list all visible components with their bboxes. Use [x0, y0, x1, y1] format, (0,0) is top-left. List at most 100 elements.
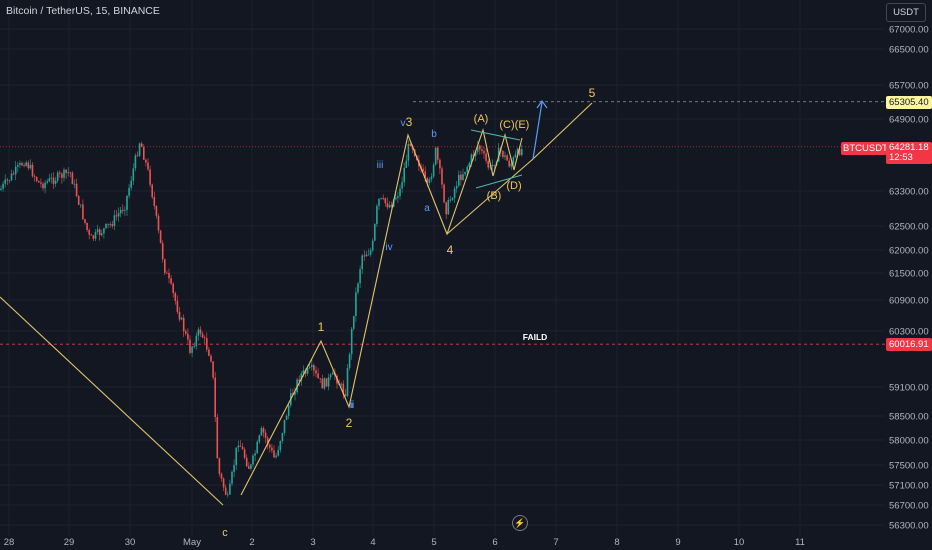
candle-body: [27, 162, 30, 169]
candle-body: [166, 272, 168, 274]
flash-icon[interactable]: ⚡: [512, 515, 528, 531]
candle-body: [241, 446, 244, 450]
candle-body: [273, 450, 275, 458]
time-tick-label: 8: [614, 537, 619, 548]
candle-body: [407, 143, 410, 161]
sub-label-a: a: [424, 203, 430, 214]
symbol-tag: BTCUSDT: [841, 142, 888, 155]
candle-body: [275, 455, 277, 458]
candle-body: [180, 317, 183, 320]
candle-body: [424, 171, 426, 178]
candle-body: [185, 331, 187, 334]
candle-body: [73, 183, 76, 185]
wave-label-c: c: [222, 527, 228, 539]
candle-body: [203, 337, 206, 339]
candle-body: [365, 254, 368, 257]
candle-body: [54, 180, 57, 184]
candle-body: [361, 255, 363, 270]
candle-body: [409, 143, 412, 147]
candle-body: [441, 168, 443, 185]
candle-body: [350, 328, 353, 355]
candle-body: [434, 147, 437, 165]
candle-body: [69, 172, 72, 174]
candle-body: [449, 199, 452, 201]
candle-body: [31, 164, 34, 177]
candle-body: [2, 183, 4, 189]
candle-body: [134, 155, 137, 169]
time-tick-label: 4: [370, 537, 375, 548]
candle-body: [90, 234, 93, 236]
candle-body: [92, 235, 95, 239]
candle-body: [84, 219, 86, 223]
candle-body: [71, 172, 74, 185]
candle-body: [149, 169, 151, 185]
candle-body: [451, 197, 454, 200]
candle-body: [397, 196, 399, 198]
currency-button[interactable]: USDT: [886, 3, 926, 22]
candle-body: [140, 143, 143, 148]
candle-body: [344, 394, 347, 396]
candle-body: [439, 159, 441, 169]
candle-body: [458, 174, 460, 186]
impulse-wave-line: [240, 127, 523, 496]
candle-body: [298, 379, 300, 382]
candle-body: [489, 166, 492, 168]
candle-body: [59, 172, 61, 174]
candle-body: [109, 224, 111, 225]
candle-body: [510, 163, 513, 167]
candle-body: [504, 155, 506, 157]
candle-body: [260, 428, 263, 436]
candle-body: [224, 487, 227, 495]
candle-body: [376, 205, 378, 225]
candle-body: [164, 259, 166, 273]
candle-body: [138, 143, 141, 156]
candle-body: [493, 164, 496, 166]
candle-body: [128, 187, 130, 196]
triangle-label-C: (C): [499, 119, 514, 131]
candle-body: [245, 457, 248, 467]
candle-body: [63, 169, 65, 178]
sub-label-iii: iii: [377, 160, 384, 171]
candle-body: [187, 333, 189, 340]
candle-body: [455, 185, 458, 189]
candle-body: [77, 196, 80, 205]
candlestick-series: [0, 140, 523, 498]
candle-body: [50, 177, 53, 179]
candle-body: [281, 432, 284, 442]
candle-body: [348, 354, 351, 369]
candle-body: [321, 378, 324, 389]
candle-body: [369, 250, 372, 255]
candle-body: [233, 465, 235, 472]
candle-body: [453, 188, 456, 198]
candle-body: [115, 215, 118, 217]
candle-body: [329, 374, 332, 378]
price-tick-label: 57500.00: [889, 461, 929, 472]
candle-body: [485, 153, 487, 161]
candle-body: [130, 180, 132, 188]
symbol-title: Bitcoin / TetherUS, 15, BINANCE: [6, 5, 160, 17]
candle-body: [52, 177, 55, 184]
candle-body: [155, 206, 158, 216]
candle-body: [229, 483, 231, 495]
candle-body: [56, 172, 59, 181]
candle-body: [111, 224, 114, 226]
candle-body: [325, 378, 328, 387]
price-tick-label: 58000.00: [889, 436, 929, 447]
candle-body: [151, 184, 153, 198]
candle-body: [214, 377, 216, 418]
time-tick-label: 29: [64, 537, 75, 548]
candle-body: [38, 181, 40, 183]
price-tick-label: 64900.00: [889, 115, 929, 126]
candle-body: [168, 272, 170, 279]
candle-body: [197, 329, 200, 336]
candle-body: [271, 447, 273, 451]
wave-label-2: 2: [346, 416, 353, 430]
sub-label-v: v: [401, 118, 406, 129]
time-tick-label: 7: [553, 537, 558, 548]
candle-body: [65, 169, 67, 174]
candle-body: [300, 373, 303, 382]
candle-body: [367, 254, 370, 256]
candle-body: [371, 240, 374, 251]
